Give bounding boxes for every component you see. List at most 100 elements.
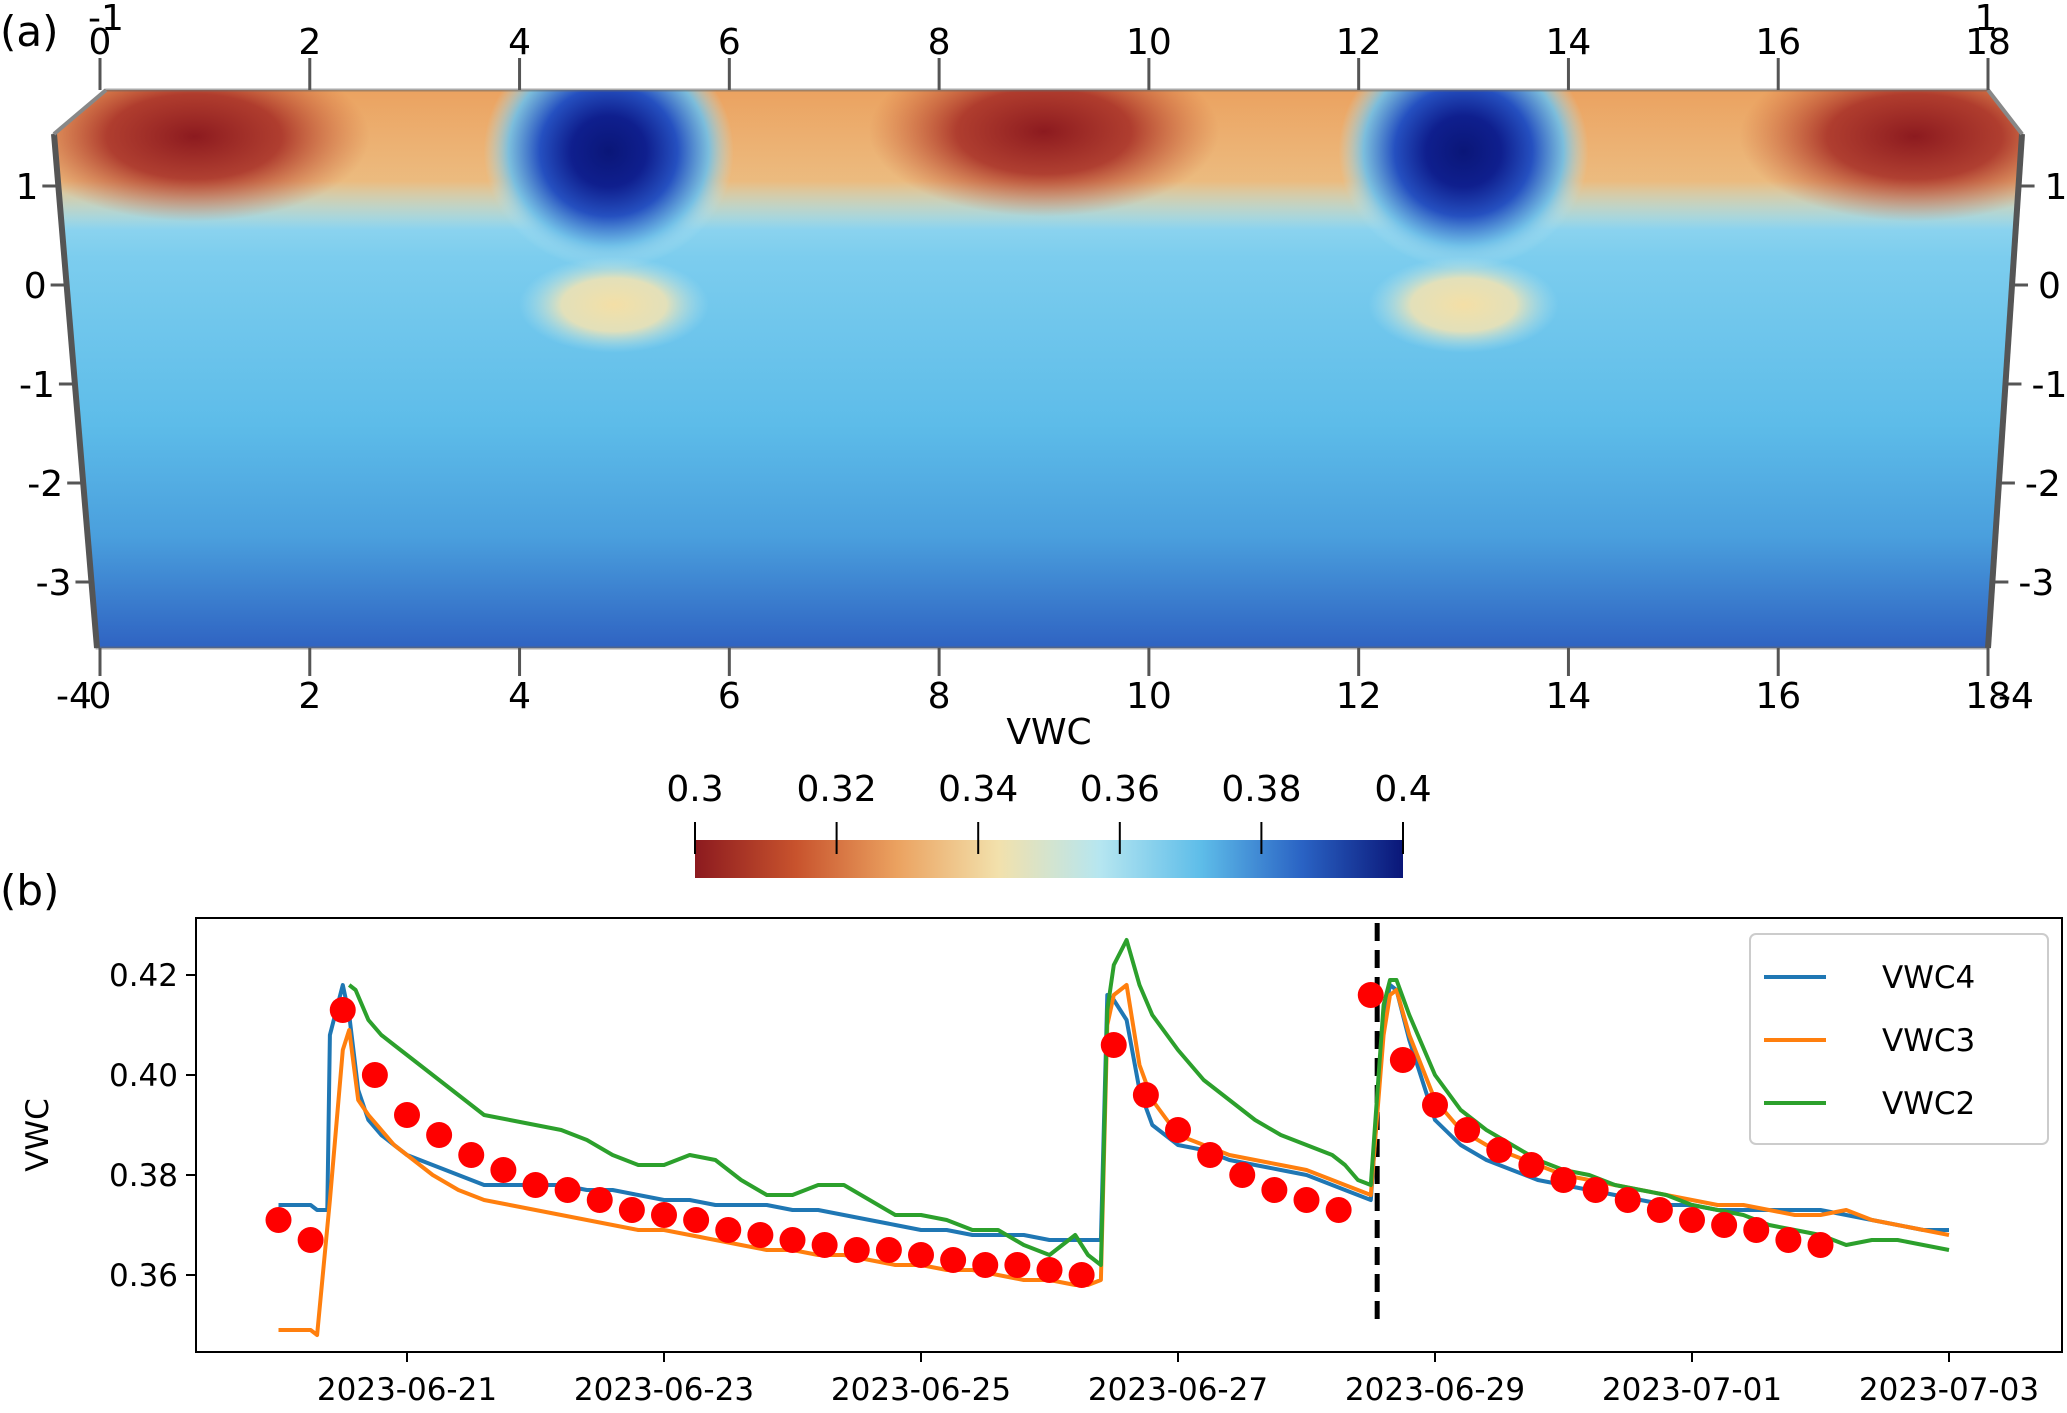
data-point xyxy=(811,1232,838,1258)
data-point xyxy=(779,1227,806,1253)
panel-a-label: (a) xyxy=(0,7,59,56)
right-y-tick-label: -1 xyxy=(2031,365,2067,406)
y-tick-label: 0.42 xyxy=(109,958,178,994)
heatmap-anomaly-dry xyxy=(869,90,1219,217)
heatmap-field xyxy=(54,90,2022,648)
y-tick-label: 0.38 xyxy=(109,1158,178,1194)
data-point xyxy=(1165,1117,1191,1143)
series-line-vwc2 xyxy=(347,938,1950,1267)
top-x-tick-label: 8 xyxy=(928,22,951,63)
heatmap-anomaly-wet xyxy=(1338,90,1589,270)
data-point xyxy=(1100,1032,1127,1058)
top-x-tick-label: 0 xyxy=(89,22,112,63)
right-y-tick-label: -2 xyxy=(2025,464,2061,505)
top-x-tick-label: 16 xyxy=(1755,22,1801,63)
data-point xyxy=(490,1157,517,1183)
bottom-x-tick-label: 6 xyxy=(718,676,741,717)
data-point xyxy=(1807,1232,1834,1258)
bottom-x-tick-label: 10 xyxy=(1126,676,1172,717)
colorbar: VWC 0.3 0.32 0.34 0.36 0.38 0.4 xyxy=(666,712,1432,878)
corner-label-top-right: 1 xyxy=(1975,0,1998,39)
data-point xyxy=(458,1142,485,1168)
legend-label-vwc2: VWC2 xyxy=(1882,1086,1975,1122)
data-point xyxy=(618,1197,645,1223)
data-point xyxy=(1711,1212,1738,1238)
y-tick-label: 0.40 xyxy=(109,1058,178,1094)
data-point xyxy=(1743,1217,1770,1243)
data-point xyxy=(586,1187,613,1213)
data-point xyxy=(329,997,356,1023)
data-point xyxy=(972,1252,999,1278)
data-point xyxy=(1454,1117,1481,1143)
y-tick-label: 0.36 xyxy=(109,1258,178,1294)
data-point xyxy=(908,1242,934,1268)
colorbar-tick-label: 0.34 xyxy=(938,769,1018,810)
data-point xyxy=(1036,1257,1063,1283)
data-point xyxy=(554,1177,581,1203)
data-point xyxy=(1132,1082,1159,1108)
data-point xyxy=(265,1207,292,1233)
x-tick-label: 2023-06-29 xyxy=(1345,1372,1525,1408)
data-point xyxy=(361,1062,388,1088)
x-tick-label: 2023-06-21 xyxy=(317,1372,497,1408)
x-tick-label: 2023-07-03 xyxy=(1859,1372,2039,1408)
bottom-x-tick-label: 0 xyxy=(89,676,112,717)
top-x-tick-label: 6 xyxy=(718,22,741,63)
data-point xyxy=(297,1227,324,1253)
top-left-bevel xyxy=(52,88,108,136)
data-point xyxy=(522,1172,549,1198)
bottom-x-tick-label: 12 xyxy=(1336,676,1382,717)
data-point xyxy=(1646,1197,1673,1223)
bottom-x-tick-label: 14 xyxy=(1546,676,1592,717)
heatmap-anomaly-dry xyxy=(518,256,709,353)
corner-label-bottom-left: -4 xyxy=(56,676,92,717)
data-point xyxy=(1261,1177,1288,1203)
colorbar-gradient xyxy=(695,840,1403,878)
left-y-tick-label: -1 xyxy=(19,365,55,406)
data-point xyxy=(875,1237,902,1263)
x-tick-label: 2023-07-01 xyxy=(1602,1372,1782,1408)
data-point xyxy=(1293,1187,1320,1213)
data-point xyxy=(1679,1207,1705,1233)
data-point xyxy=(1775,1227,1802,1253)
data-point xyxy=(683,1207,710,1233)
colorbar-tick-label: 0.3 xyxy=(666,769,723,810)
top-x-tick-label: 2 xyxy=(298,22,321,63)
top-right-bevel xyxy=(1986,88,2024,136)
left-axis-line xyxy=(51,133,100,649)
corner-label-top-left: -1 xyxy=(88,0,124,39)
x-tick-label: 2023-06-27 xyxy=(1088,1372,1268,1408)
colorbar-tick-label: 0.38 xyxy=(1221,769,1301,810)
left-y-tick-label: 1 xyxy=(15,167,38,208)
x-tick-label: 2023-06-23 xyxy=(574,1372,754,1408)
data-point xyxy=(1197,1142,1224,1168)
data-point xyxy=(1614,1187,1641,1213)
top-x-tick-label: 14 xyxy=(1546,22,1592,63)
heatmap-anomaly-wet xyxy=(483,90,734,270)
left-y-tick-label: 0 xyxy=(24,266,47,307)
data-point xyxy=(394,1102,420,1128)
right-axis-line xyxy=(1985,133,2025,649)
top-x-tick-label: 18 xyxy=(1965,22,2011,63)
data-point xyxy=(843,1237,870,1263)
bottom-x-tick-label: 16 xyxy=(1755,676,1801,717)
heatmap-anomaly-dry xyxy=(1368,256,1559,353)
left-y-tick-label: -3 xyxy=(36,563,72,604)
data-point xyxy=(715,1217,742,1243)
panel-b-line-chart: 0.36 0.38 0.40 0.42 2023-06-21 2023-06-23 2023… xyxy=(20,917,2063,1408)
data-point xyxy=(940,1247,967,1273)
data-point xyxy=(1550,1167,1577,1193)
data-point xyxy=(1518,1152,1545,1178)
colorbar-tick-label: 0.36 xyxy=(1080,769,1160,810)
bottom-x-tick-label: 2 xyxy=(298,676,321,717)
left-y-tick-label: -2 xyxy=(27,464,63,505)
data-point xyxy=(747,1222,774,1248)
panel-b-label: (b) xyxy=(0,866,59,915)
right-y-tick-label: 1 xyxy=(2045,167,2067,208)
data-point xyxy=(1068,1262,1095,1288)
top-x-tick-label: 12 xyxy=(1336,22,1382,63)
bottom-x-tick-label: 4 xyxy=(508,676,531,717)
y-axis-label: VWC xyxy=(20,1098,56,1172)
x-tick-label: 2023-06-25 xyxy=(831,1372,1011,1408)
bottom-x-tick-label: 8 xyxy=(928,676,951,717)
